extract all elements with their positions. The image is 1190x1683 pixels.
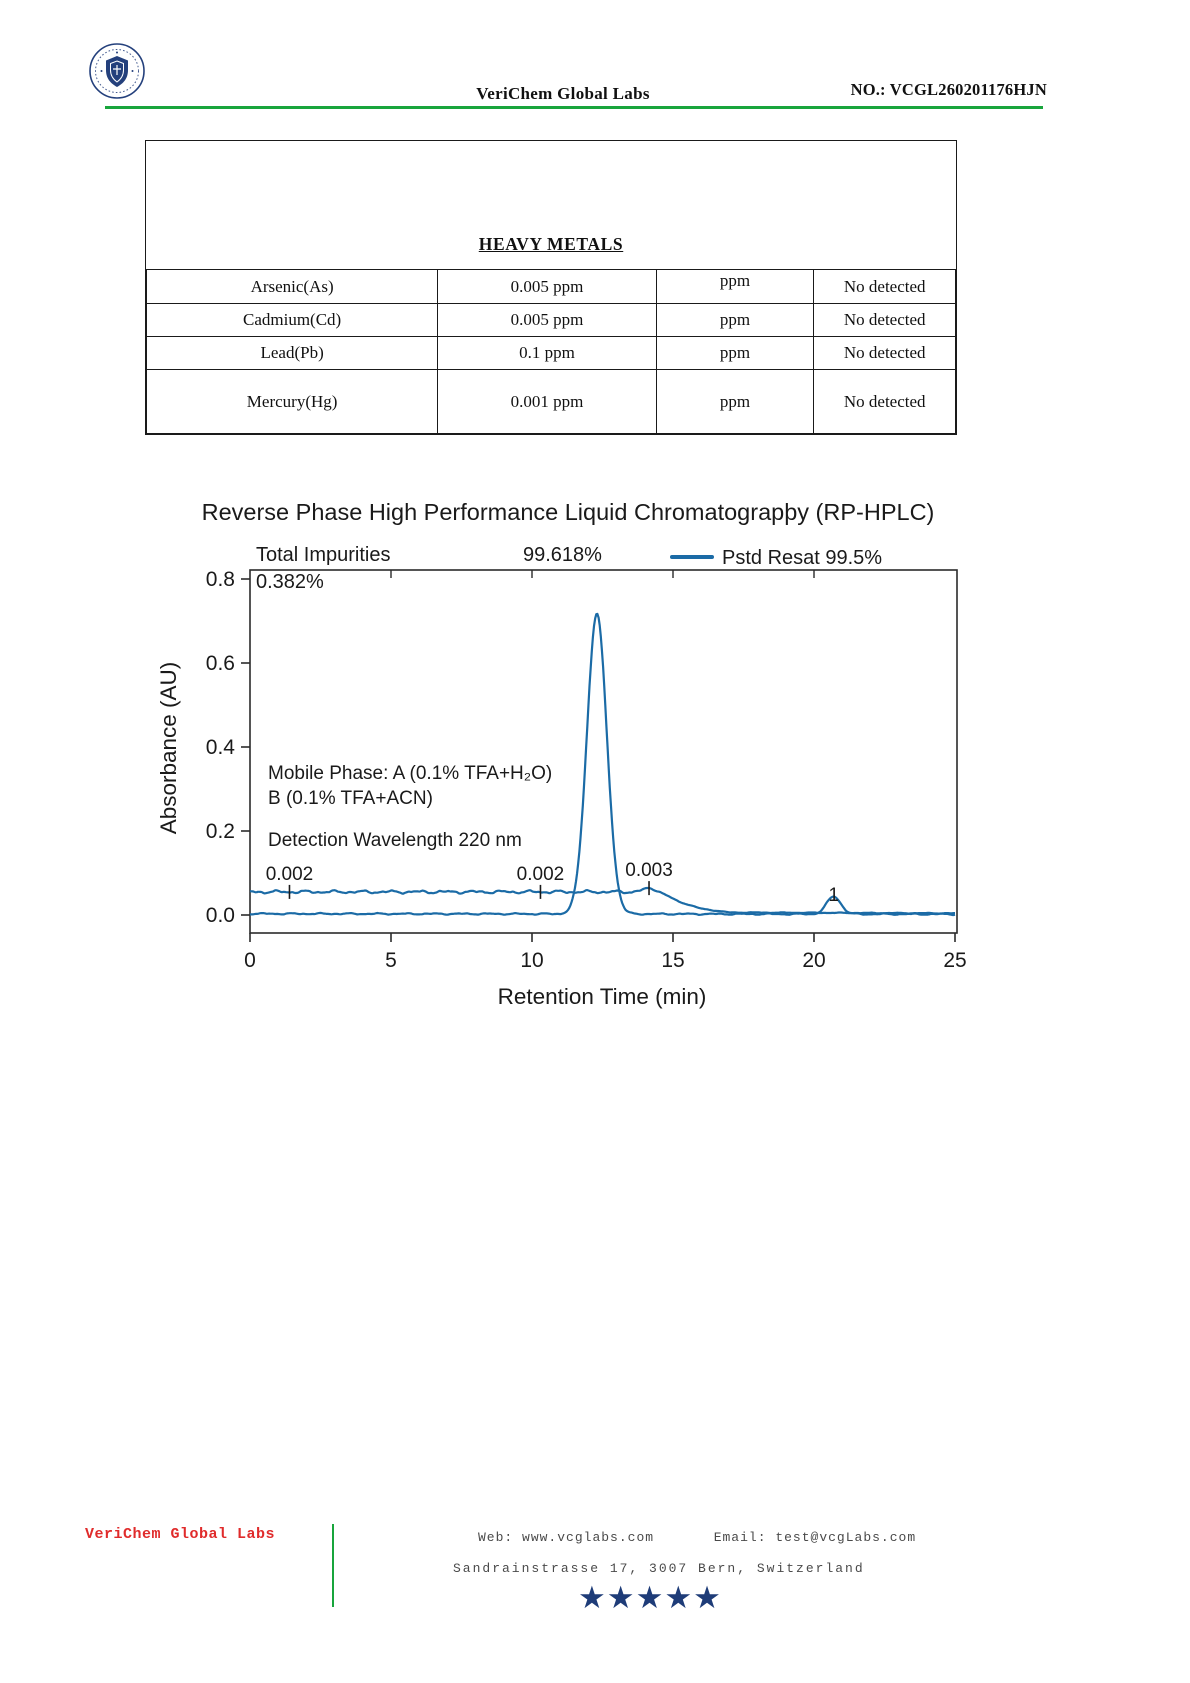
x-tick-label: 0 (244, 949, 256, 972)
marker-label: 1 (828, 885, 839, 906)
cell-unit: ppm (655, 369, 815, 434)
footer-contact-line: Web: www.vcglabs.com Email: test@vcgLabs… (478, 1530, 916, 1545)
verichem-seal-logo (89, 43, 145, 99)
cell-unit: ppm (655, 269, 815, 304)
x-tick-label: 15 (661, 949, 684, 972)
cell-result: No detected (813, 336, 956, 370)
cell-name: Lead(Pb) (145, 336, 439, 370)
annotation-total-impurities: Total Impurities (256, 544, 391, 566)
y-tick-label: 0.0 (206, 904, 235, 927)
annotation-total-impurities: 0.382% (256, 571, 324, 593)
x-tick-label: 10 (520, 949, 543, 972)
header-rule (105, 106, 1043, 109)
footer-address: Sandrainstrasse 17, 3007 Bern, Switzerla… (453, 1561, 865, 1576)
metals-table-body: Arsenic(As) 0.005 ppm ppm No detected Cadmiu… (145, 269, 956, 434)
annotation-mobile-phase: Mobile Phase: A (0.1% TFA+H₂O) (268, 763, 552, 784)
x-axis-label: Retention Time (min) (498, 984, 707, 1009)
cell-name: Arsenic(As) (145, 269, 439, 304)
plot-frame (249, 569, 958, 934)
y-tick-label: 0.4 (206, 736, 236, 759)
annotation-main-peak-purity: 99.618% (523, 544, 602, 566)
heavy-metals-section: HEAVY METALS Arsenic(As) 0.005 ppm ppm No d… (145, 140, 957, 435)
chart-title: Reverse Phase High Performance Liquid Ch… (202, 499, 935, 525)
web-label: Web: (478, 1530, 514, 1545)
cell-unit: ppm (655, 336, 815, 370)
x-tick-label: 5 (385, 949, 397, 972)
table-row: Mercury(Hg) 0.001 ppm ppm No detected (145, 369, 956, 434)
marker-label: 0.003 (625, 860, 673, 881)
email-label: Email: (713, 1530, 767, 1545)
rating-stars: ★★★★★ (578, 1580, 722, 1616)
annotation-detection-wavelength: Detection Wavelength 220 nm (268, 830, 522, 851)
hplc-chart: Reverse Phase High Performance Liquid Ch… (156, 499, 967, 1009)
marker-label: 0.002 (517, 864, 565, 885)
email-address: test@vcgLabs.com (775, 1530, 917, 1545)
cell-limit: 0.1 ppm (437, 336, 657, 370)
heavy-metals-table: Arsenic(As) 0.005 ppm ppm No detected Cadmiu… (145, 269, 956, 434)
table-row: Lead(Pb) 0.1 ppm ppm No detected (145, 336, 956, 370)
cell-limit: 0.005 ppm (437, 303, 657, 337)
marker-label: 0.002 (266, 864, 314, 885)
web-url: www.vcglabs.com (522, 1530, 655, 1545)
report-number: NO.: VCGL260201176HJN (850, 80, 1047, 99)
table-row: Cadmium(Cd) 0.005 ppm ppm No detected (145, 303, 956, 337)
footer-divider (332, 1524, 334, 1607)
cell-result: No detected (813, 369, 956, 434)
y-axis-label: Absorbance (AU) (156, 662, 181, 835)
cell-result: No detected (813, 303, 956, 337)
cell-limit: 0.005 ppm (437, 269, 657, 304)
table-row: Arsenic(As) 0.005 ppm ppm No detected (145, 269, 956, 304)
footer-brand: VeriChem Global Labs (85, 1526, 276, 1543)
trace-sample (250, 612, 956, 917)
legend-label: Pstd Resat 99.5% (722, 547, 882, 569)
cell-result: No detected (813, 269, 956, 304)
trace-pstd-resat-baseline (249, 886, 955, 915)
x-tick-label: 20 (802, 949, 825, 972)
y-tick-label: 0.2 (206, 820, 235, 843)
heavy-metals-title: HEAVY METALS (478, 234, 624, 254)
header-brand: VeriChem Global Labs (476, 84, 650, 103)
x-tick-label: 25 (943, 949, 966, 972)
cell-name: Cadmium(Cd) (145, 303, 439, 337)
cell-limit: 0.001 ppm (437, 369, 657, 434)
cell-name: Mercury(Hg) (145, 369, 439, 434)
y-tick-label: 0.6 (206, 652, 235, 675)
annotation-mobile-phase: B (0.1% TFA+ACN) (268, 788, 433, 809)
heavy-metals-title-wrap: HEAVY METALS (146, 141, 956, 269)
y-tick-label: 0.8 (206, 568, 235, 591)
cell-unit: ppm (655, 303, 815, 337)
